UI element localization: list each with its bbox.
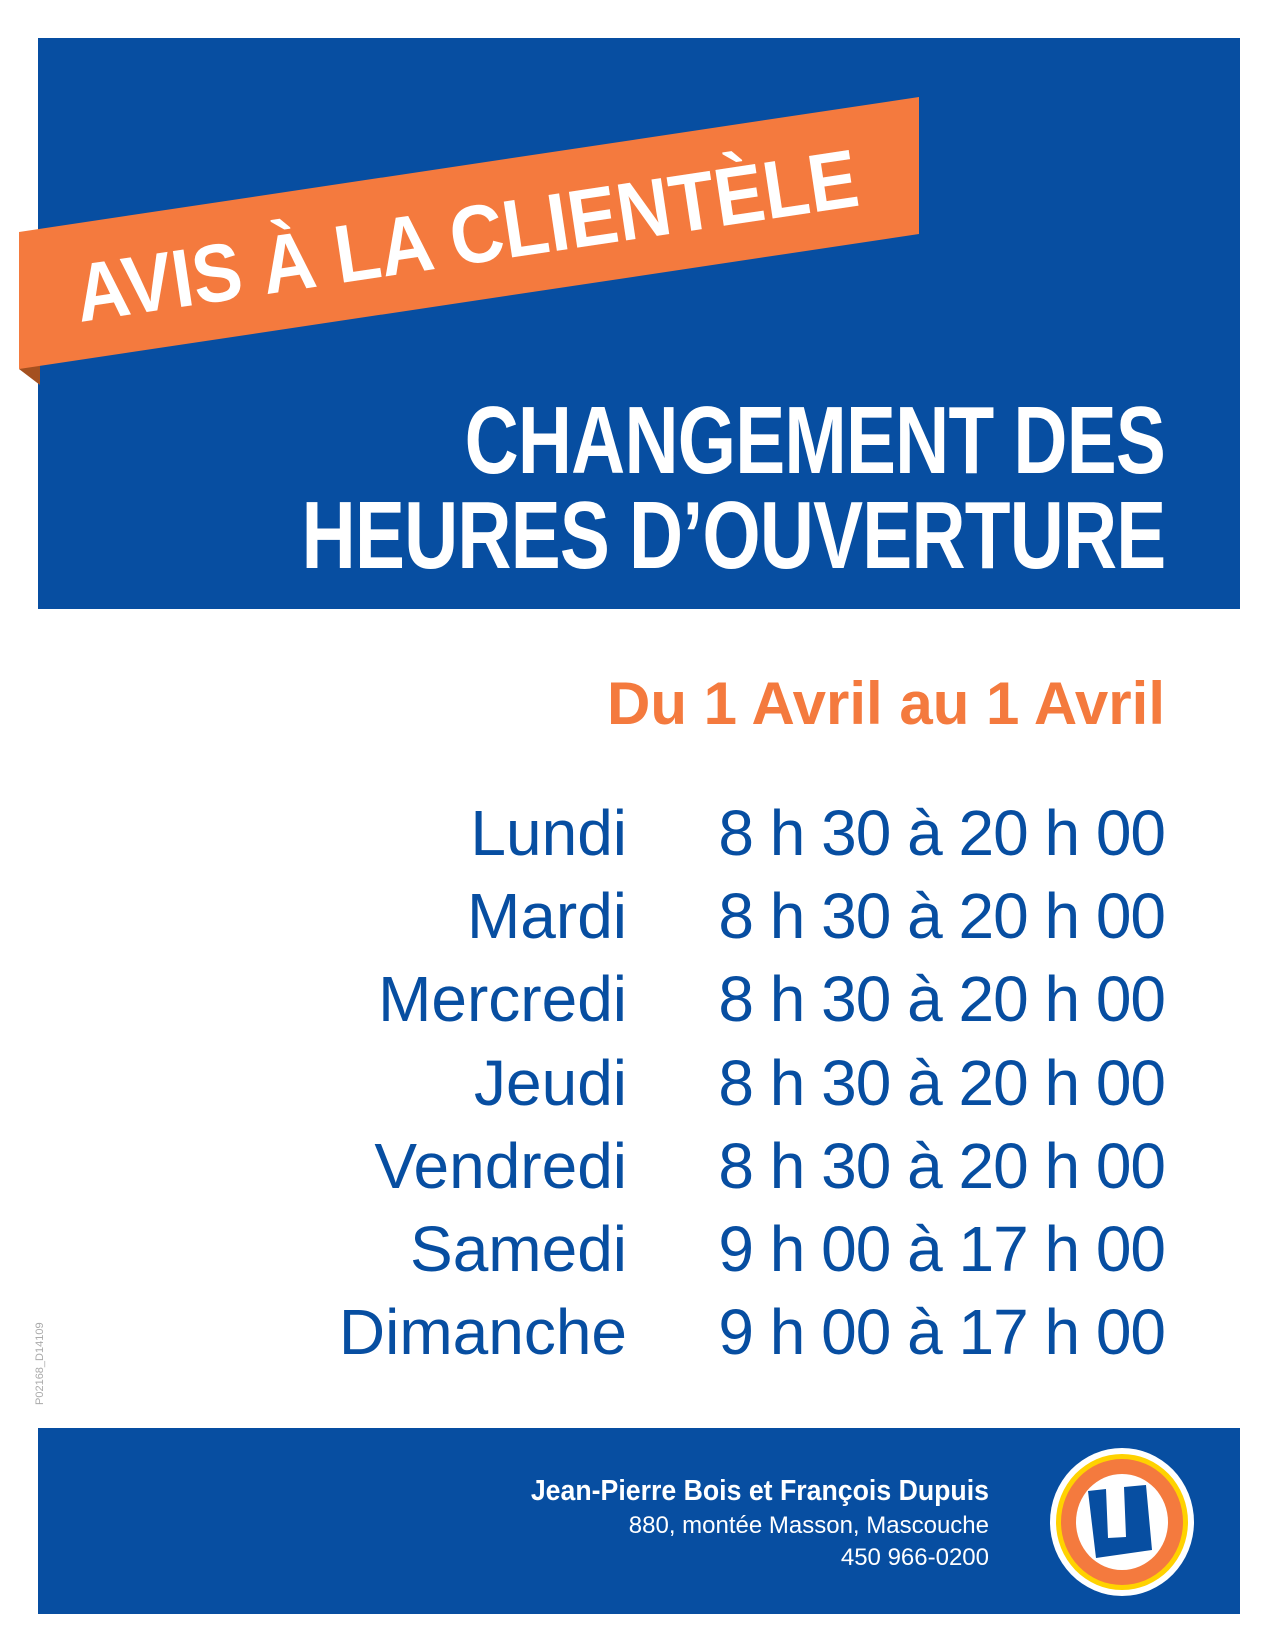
day-label: Jeudi [474,1046,627,1119]
document-code: P02168_D14109 [34,1322,46,1405]
ribbon: AVIS À LA CLIENTÈLE [19,97,919,385]
title-line1: CHANGEMENT DES [464,387,1166,494]
day-label: Mercredi [378,963,627,1036]
schedule-row: Samedi 9 h 00 à 17 h 00 [0,1208,1275,1291]
schedule-row: Lundi 8 h 30 à 20 h 00 [0,792,1275,875]
uniprix-logo [1050,1448,1194,1596]
day-label: Mardi [466,880,627,953]
hours-value: 8 h 30 à 20 h 00 [718,963,1166,1036]
schedule-row: Dimanche 9 h 00 à 17 h 00 [0,1291,1275,1374]
day-label: Samedi [410,1213,627,1285]
hours-value: 9 h 00 à 17 h 00 [718,1213,1166,1285]
date-range: Du 1 Avril au 1 Avril [607,670,1165,737]
store-owners: Jean-Pierre Bois et François Dupuis [530,1475,989,1507]
ribbon-text: AVIS À LA CLIENTÈLE [69,133,864,340]
schedule-row: Jeudi 8 h 30 à 20 h 00 [0,1042,1275,1125]
hours-value: 8 h 30 à 20 h 00 [718,1129,1166,1202]
schedule-row: Mercredi 8 h 30 à 20 h 00 [0,958,1275,1041]
store-phone: 450 966-0200 [840,1544,989,1571]
day-label: Lundi [470,797,627,869]
hours-value: 8 h 30 à 20 h 00 [718,1046,1166,1119]
footer-banner: Jean-Pierre Bois et François Dupuis 880,… [38,1428,1240,1614]
hours-value: 8 h 30 à 20 h 00 [718,797,1166,869]
schedule-row: Mardi 8 h 30 à 20 h 00 [0,875,1275,958]
day-label: Dimanche [338,1296,627,1369]
schedule-row: Vendredi 8 h 30 à 20 h 00 [0,1125,1275,1208]
day-label: Vendredi [374,1129,627,1202]
store-address: 880, montée Masson, Mascouche [628,1512,989,1539]
hours-value: 8 h 30 à 20 h 00 [718,880,1166,953]
hours-value: 9 h 00 à 17 h 00 [718,1296,1166,1369]
title-line2: HEURES D’OUVERTURE [301,482,1166,589]
